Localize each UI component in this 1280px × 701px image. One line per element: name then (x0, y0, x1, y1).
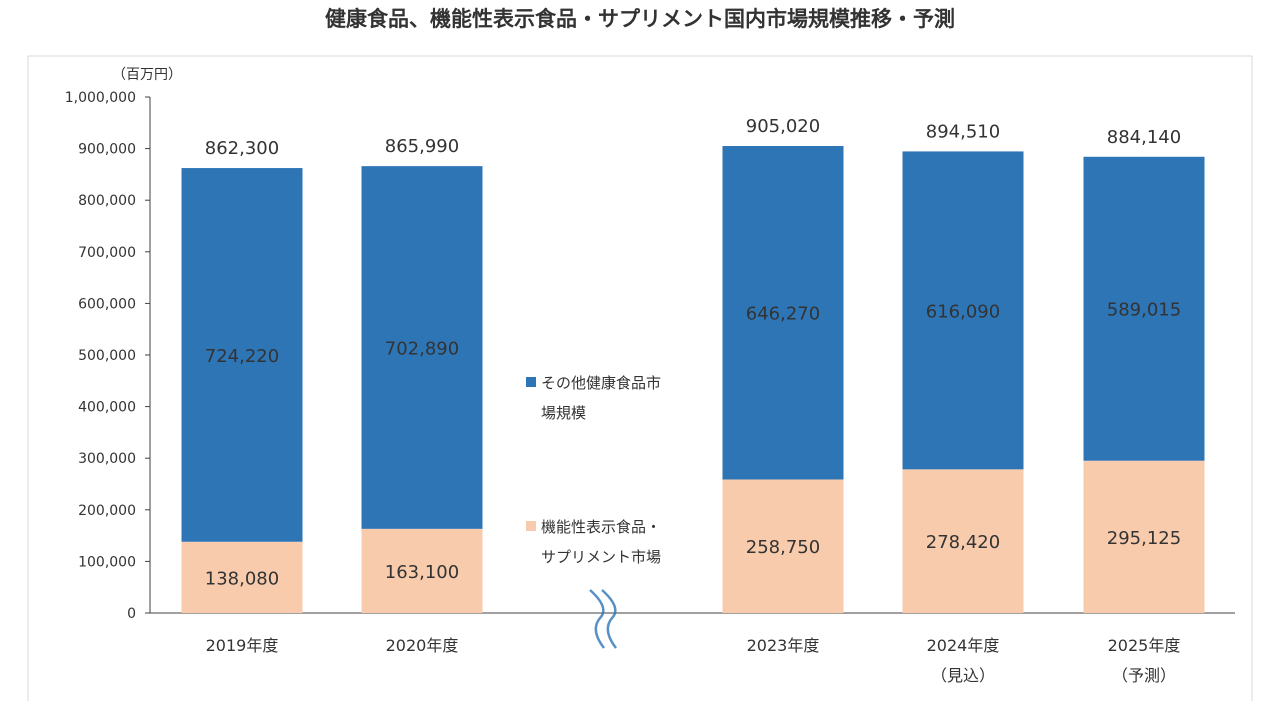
x-tick-label: 2020年度 (386, 636, 459, 655)
chart-title: 健康食品、機能性表示食品・サプリメント国内市場規模推移・予測 (325, 7, 955, 31)
y-tick-label: 800,000 (78, 193, 136, 209)
legend-label: 場規模 (541, 404, 586, 422)
total-value-label: 865,990 (385, 136, 459, 157)
bar-segment (1083, 156, 1205, 461)
bar-segment (181, 168, 303, 542)
axis-break-icon (589, 589, 617, 649)
y-tick-label: 1,000,000 (65, 90, 136, 106)
y-tick-label: 0 (127, 606, 136, 622)
segment-value-label: 163,100 (385, 562, 459, 583)
bar-segment (361, 166, 483, 529)
segment-value-label: 616,090 (926, 301, 1000, 322)
y-tick-label: 600,000 (78, 296, 136, 312)
legend-label: サプリメント市場 (541, 548, 661, 566)
legend-swatch (526, 377, 536, 387)
segment-value-label: 258,750 (746, 537, 820, 558)
bar-segment (361, 528, 483, 613)
segment-value-label: 724,220 (205, 346, 279, 367)
legend-swatch (526, 521, 536, 531)
bar-segment (181, 541, 303, 613)
segment-value-label: 589,015 (1107, 300, 1181, 321)
segment-value-label: 295,125 (1107, 528, 1181, 549)
unit-label: （百万円） (112, 67, 182, 83)
x-tick-label: 2019年度 (206, 636, 279, 655)
y-tick-label: 500,000 (78, 348, 136, 364)
y-axis: 0 100,000 200,000 300,000 400,000 500,000 600,… (65, 90, 1235, 622)
y-tick-label: 400,000 (78, 400, 136, 416)
bars: 138,080 724,220 862,300 2019年度 163,100 702,89… (181, 116, 1205, 685)
bar-segment (722, 146, 844, 480)
legend-label: 機能性表示食品・ (541, 518, 661, 536)
bar-segment (722, 479, 844, 613)
segment-value-label: 702,890 (385, 338, 459, 359)
total-value-label: 862,300 (205, 138, 279, 159)
legend-label: その他健康食品市 (541, 374, 661, 392)
x-tick-note: （見込） (931, 666, 995, 685)
y-tick-label: 700,000 (78, 245, 136, 261)
bar-segment (902, 151, 1024, 470)
x-tick-note: （予測） (1112, 666, 1176, 685)
segment-value-label: 646,270 (746, 304, 820, 325)
segment-value-label: 138,080 (205, 568, 279, 589)
y-tick-label: 100,000 (78, 554, 136, 570)
total-value-label: 894,510 (926, 121, 1000, 142)
total-value-label: 884,140 (1107, 127, 1181, 148)
total-value-label: 905,020 (746, 116, 820, 137)
y-tick-label: 200,000 (78, 503, 136, 519)
y-tick-label: 300,000 (78, 451, 136, 467)
bar-segment (902, 469, 1024, 613)
x-tick-label: 2023年度 (747, 636, 820, 655)
segment-value-label: 278,420 (926, 532, 1000, 553)
x-tick-label: 2025年度 (1108, 636, 1181, 655)
bar-segment (1083, 460, 1205, 613)
x-tick-label: 2024年度 (927, 636, 1000, 655)
y-tick-label: 900,000 (78, 142, 136, 158)
